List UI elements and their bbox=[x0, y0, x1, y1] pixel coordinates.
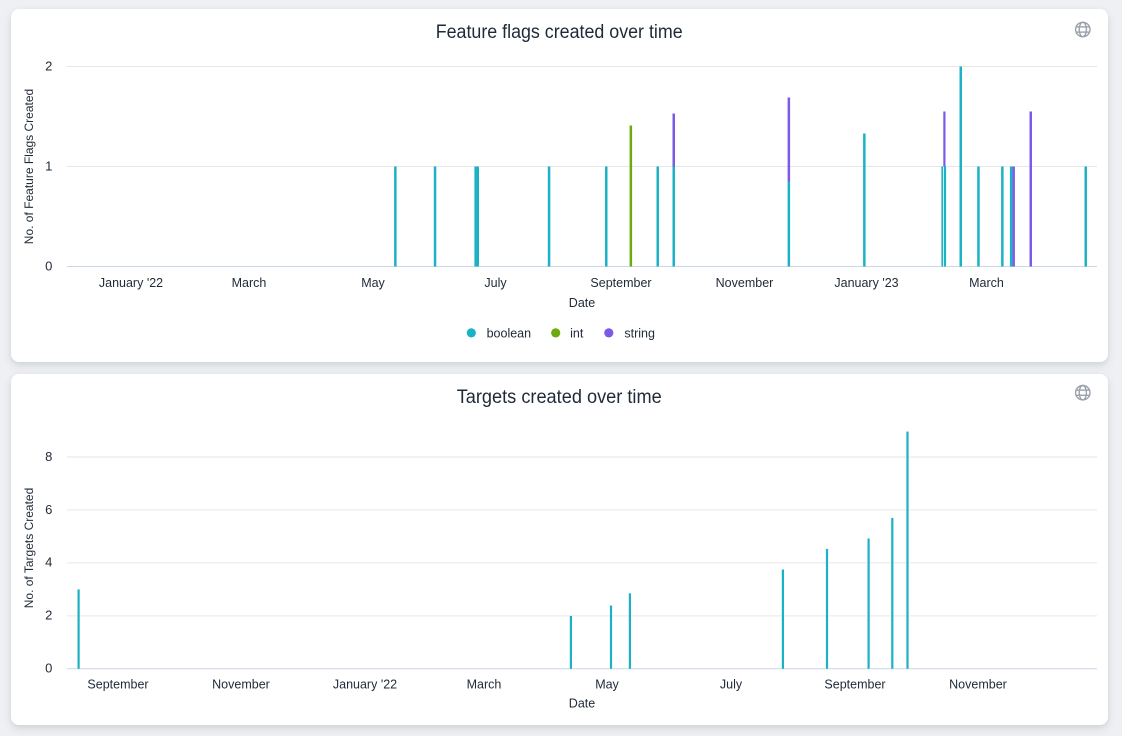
svg-text:2: 2 bbox=[45, 608, 52, 623]
svg-text:0: 0 bbox=[45, 258, 52, 273]
svg-text:January '22: January '22 bbox=[99, 276, 163, 290]
svg-text:Targets created over time: Targets created over time bbox=[457, 387, 662, 408]
svg-text:November: November bbox=[212, 678, 270, 692]
svg-text:March: March bbox=[969, 276, 1004, 290]
svg-text:0: 0 bbox=[45, 661, 52, 676]
svg-text:September: September bbox=[824, 678, 885, 692]
svg-text:Date: Date bbox=[569, 296, 595, 310]
svg-text:November: November bbox=[716, 276, 774, 290]
svg-text:No. of Feature Flags Created: No. of Feature Flags Created bbox=[22, 89, 36, 244]
svg-text:May: May bbox=[361, 276, 385, 290]
svg-text:January '23: January '23 bbox=[834, 276, 898, 290]
svg-text:November: November bbox=[949, 678, 1007, 692]
svg-text:January '22: January '22 bbox=[333, 678, 397, 692]
svg-text:int: int bbox=[570, 326, 584, 340]
svg-text:Date: Date bbox=[569, 697, 595, 711]
svg-text:string: string bbox=[624, 326, 655, 340]
svg-text:2: 2 bbox=[45, 58, 52, 73]
svg-text:No. of Targets Created: No. of Targets Created bbox=[22, 488, 36, 609]
svg-text:Feature flags created over tim: Feature flags created over time bbox=[436, 22, 683, 43]
svg-text:March: March bbox=[467, 678, 502, 692]
svg-text:July: July bbox=[720, 678, 743, 692]
svg-text:boolean: boolean bbox=[487, 326, 532, 340]
svg-text:1: 1 bbox=[45, 158, 52, 173]
svg-text:September: September bbox=[87, 678, 148, 692]
svg-text:4: 4 bbox=[45, 555, 52, 570]
svg-text:July: July bbox=[484, 276, 507, 290]
svg-text:8: 8 bbox=[45, 449, 52, 464]
svg-text:May: May bbox=[595, 678, 619, 692]
svg-text:March: March bbox=[232, 276, 267, 290]
svg-text:September: September bbox=[590, 276, 651, 290]
svg-text:6: 6 bbox=[45, 502, 52, 517]
